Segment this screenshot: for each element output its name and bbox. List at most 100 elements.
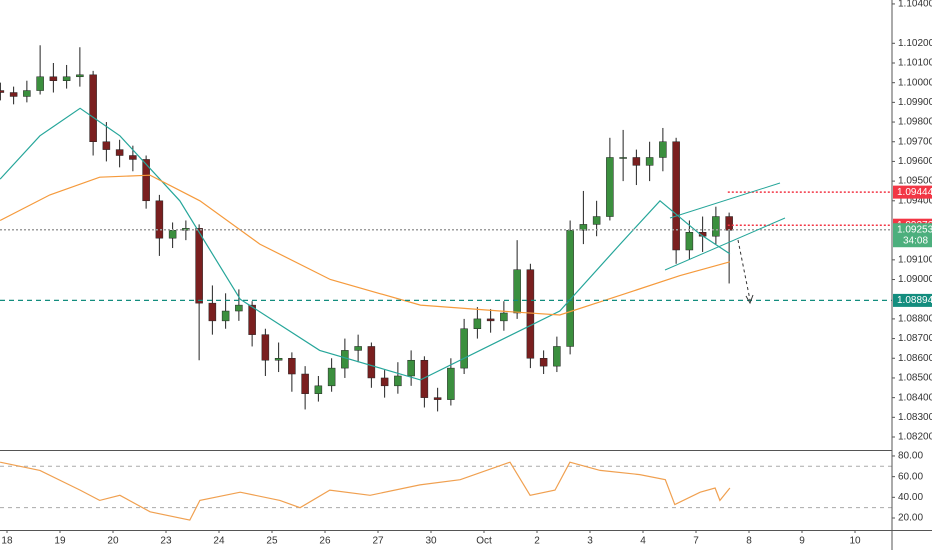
candle-body xyxy=(394,375,402,387)
moving-average xyxy=(0,107,731,381)
y-tick-label: 1.09000 xyxy=(898,274,932,285)
y-tick-label: 1.10000 xyxy=(898,77,932,88)
candle-body xyxy=(49,76,58,81)
candle-body xyxy=(407,359,415,377)
x-tick-label: 20 xyxy=(107,536,119,547)
rsi-line xyxy=(0,461,731,521)
y-tick-label: 1.09500 xyxy=(898,176,932,187)
candle-body xyxy=(659,141,667,158)
candle-body xyxy=(62,76,71,81)
candle-body xyxy=(566,230,574,347)
candle-body xyxy=(314,385,323,394)
y-tick-label: 1.09100 xyxy=(898,254,932,265)
x-tick-label: 18 xyxy=(1,536,13,547)
channel-lower xyxy=(664,217,786,271)
y-tick-label: 40.00 xyxy=(898,492,923,503)
candle-body xyxy=(168,230,177,239)
candle-body xyxy=(433,397,442,400)
candle-body xyxy=(89,74,97,142)
candle-body xyxy=(301,373,309,394)
y-tick-label: 1.08500 xyxy=(898,373,932,384)
candle-body xyxy=(606,157,614,217)
price-label: 1.08894 xyxy=(897,295,932,306)
y-tick-label: 1.10100 xyxy=(898,58,932,69)
candle-body xyxy=(115,149,124,156)
x-tick-label: 8 xyxy=(746,536,752,547)
candle-body xyxy=(592,216,601,225)
y-tick-label: 1.08600 xyxy=(898,353,932,364)
candle-body xyxy=(632,157,641,166)
candle-body xyxy=(195,228,203,304)
x-tick-label: 2 xyxy=(534,536,540,547)
candle-body xyxy=(327,367,336,387)
y-tick-label: 1.10400 xyxy=(898,0,932,10)
x-tick-label: Oct xyxy=(476,536,492,547)
candle-body xyxy=(473,318,482,329)
candle-body xyxy=(553,346,561,367)
projection-arrow xyxy=(737,239,751,301)
candle-body xyxy=(725,216,733,231)
x-tick-label: 3 xyxy=(587,536,593,547)
candle-body xyxy=(460,328,468,369)
candle-body xyxy=(513,269,521,314)
candle-body xyxy=(102,141,111,150)
y-tick-label: 1.10200 xyxy=(898,38,932,49)
candle-body xyxy=(380,377,389,387)
candle-body xyxy=(221,310,230,322)
y-tick-label: 1.09700 xyxy=(898,136,932,147)
y-tick-label: 1.09400 xyxy=(898,195,932,206)
candle-body xyxy=(208,302,217,322)
candle-body xyxy=(76,74,84,78)
x-tick-label: 23 xyxy=(160,536,172,547)
arrow-head xyxy=(745,294,754,305)
candle-body xyxy=(367,346,376,379)
candle-body xyxy=(274,358,283,361)
candle-body xyxy=(672,141,680,251)
candle-body xyxy=(248,304,256,335)
y-tick-label: 60.00 xyxy=(898,471,923,482)
candle-body xyxy=(447,367,455,400)
candle-body xyxy=(420,359,429,398)
candle-body xyxy=(142,159,150,202)
channel-upper xyxy=(669,182,781,219)
candle-body xyxy=(155,200,164,239)
candle-body xyxy=(539,358,548,367)
x-tick-label: 30 xyxy=(425,536,437,547)
y-tick-label: 1.09800 xyxy=(898,117,932,128)
candle-body xyxy=(500,312,508,322)
price-label: 1.09444 xyxy=(897,187,932,198)
candle-body xyxy=(341,350,349,369)
candle-body xyxy=(0,90,5,93)
candle-body xyxy=(23,90,31,97)
candle-body xyxy=(129,155,137,160)
x-tick-label: 9 xyxy=(799,536,805,547)
candle-body xyxy=(261,334,270,361)
candle-body xyxy=(619,157,627,159)
candle-body xyxy=(486,318,495,322)
candle-body xyxy=(36,76,44,91)
candle-body xyxy=(685,232,694,251)
candle-body xyxy=(354,346,362,351)
y-tick-label: 1.09900 xyxy=(898,97,932,108)
price-label: 1.09253 xyxy=(897,224,932,235)
price-label-box xyxy=(893,223,932,248)
y-tick-label: 1.08800 xyxy=(898,314,932,325)
price-label-box xyxy=(893,293,932,307)
candle-body xyxy=(579,224,588,231)
y-tick-label: 1.09600 xyxy=(898,156,932,167)
candle-body xyxy=(288,358,296,375)
y-tick-label: 1.08200 xyxy=(898,432,932,443)
x-tick-label: 27 xyxy=(372,536,384,547)
y-tick-label: 1.08700 xyxy=(898,333,932,344)
x-tick-label: 10 xyxy=(849,536,861,547)
candle-body xyxy=(235,304,243,312)
x-tick-label: 25 xyxy=(266,536,278,547)
y-tick-label: 1.08300 xyxy=(898,412,932,423)
candle-body xyxy=(645,157,654,166)
x-tick-label: 24 xyxy=(213,536,225,547)
y-tick-label: 20.00 xyxy=(898,513,923,524)
